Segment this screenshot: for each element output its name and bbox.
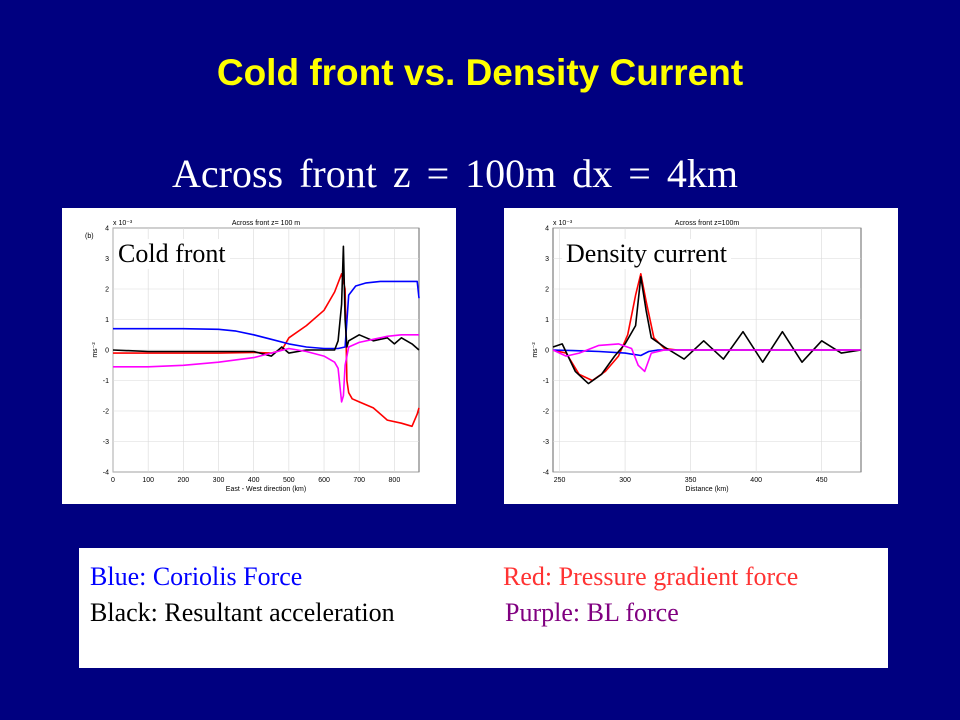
x-tick-label: 250	[554, 477, 566, 484]
y-tick-label: -1	[543, 378, 549, 385]
x-tick-label: 400	[750, 477, 762, 484]
y-tick-label: -2	[103, 409, 109, 416]
y-tick-label: -3	[543, 439, 549, 446]
y-tick-label: 0	[545, 348, 549, 355]
y-scale-label: x 10⁻³	[553, 220, 573, 227]
slide-subtitle: Across front z = 100m dx = 4km	[172, 151, 738, 196]
density-current-label: Density current	[562, 239, 732, 269]
y-tick-label: 1	[545, 317, 549, 324]
y-tick-label: -3	[103, 439, 109, 446]
y-scale-label: x 10⁻³	[113, 220, 133, 227]
x-tick-label: 300	[619, 477, 631, 484]
y-tick-label: 3	[105, 256, 109, 263]
legend-box: Blue: Coriolis Force Red: Pressure gradi…	[79, 548, 888, 668]
panel-tag: (b)	[85, 233, 94, 240]
y-tick-label: -4	[103, 470, 109, 477]
density-current-chart-panel: 250 300 350 400 450 -4 -3 -2 -1 0 1 2 3 4 Across front…	[504, 208, 898, 504]
legend-coriolis: Blue: Coriolis Force	[90, 562, 303, 591]
y-tick-label: 0	[105, 348, 109, 355]
x-tick-label: 200	[178, 477, 190, 484]
y-tick-label: 4	[105, 226, 109, 233]
series-line	[552, 276, 862, 385]
chart-title: Across front z= 100 m	[232, 220, 300, 227]
legend-bl-force: Purple: BL force	[505, 598, 679, 627]
density-current-chart: 250 300 350 400 450 -4 -3 -2 -1 0 1 2 3 4 Across front…	[532, 220, 862, 493]
x-tick-label: 350	[685, 477, 697, 484]
x-tick-label: 0	[111, 477, 115, 484]
y-tick-label: -1	[103, 378, 109, 385]
slide-title: Cold front vs. Density Current	[216, 52, 744, 93]
y-tick-label: 2	[105, 287, 109, 294]
series-line	[112, 245, 420, 357]
y-tick-label: 3	[545, 256, 549, 263]
y-axis-label: ms⁻²	[92, 342, 99, 358]
series-line	[113, 334, 419, 403]
y-axis-label: ms⁻²	[532, 342, 539, 358]
series-line	[552, 343, 861, 373]
x-tick-label: 500	[283, 477, 295, 484]
cold-front-chart-panel: 0 100 200 300 400 500 600 700 800 -4 -3 -2 -1 0 1 2 3 4 Ac…	[62, 208, 456, 504]
legend-pressure-gradient: Red: Pressure gradient force	[503, 562, 799, 591]
y-tick-label: -2	[543, 409, 549, 416]
x-tick-label: 800	[389, 477, 401, 484]
x-tick-label: 400	[248, 477, 260, 484]
x-tick-label: 600	[318, 477, 330, 484]
x-axis-label: East - West direction (km)	[226, 486, 306, 493]
x-tick-label: 100	[142, 477, 154, 484]
y-tick-label: 1	[105, 317, 109, 324]
legend-resultant: Black: Resultant acceleration	[90, 598, 395, 627]
x-tick-label: 300	[213, 477, 225, 484]
y-tick-label: -4	[543, 470, 549, 477]
x-tick-label: 450	[816, 477, 828, 484]
y-tick-label: 4	[545, 226, 549, 233]
x-axis-label: Distance (km)	[685, 486, 728, 493]
series-line	[113, 280, 420, 350]
cold-front-label: Cold front	[114, 239, 230, 269]
series-line	[113, 273, 420, 428]
x-tick-label: 700	[353, 477, 365, 484]
chart-title: Across front z=100m	[675, 220, 740, 227]
y-tick-label: 2	[545, 287, 549, 294]
